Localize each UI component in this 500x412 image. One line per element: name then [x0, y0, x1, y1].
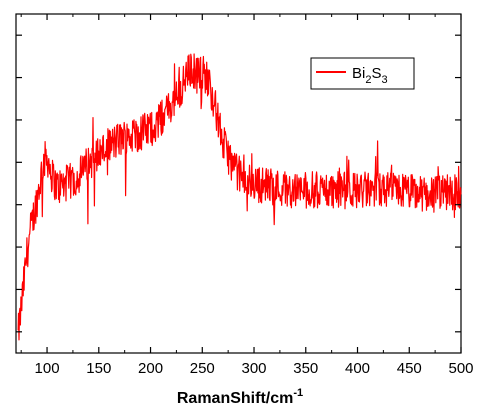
legend-label-sub2: 3 — [381, 74, 387, 86]
x-tick-label-200: 200 — [138, 360, 163, 377]
tick-labels-layer: 100 150 200 250 300 350 400 450 500 — [35, 360, 474, 377]
legend-label-mid: S — [371, 65, 381, 82]
x-axis-title: RamanShift/cm-1 — [177, 387, 303, 407]
x-tick-label-350: 350 — [293, 360, 318, 377]
legend: Bi2S3 — [310, 57, 415, 90]
legend-label-main: Bi — [352, 65, 365, 82]
legend-box — [310, 57, 415, 90]
x-tick-label-150: 150 — [86, 360, 111, 377]
x-axis-title-main: RamanShift/cm — [177, 390, 293, 407]
series-line-bi2s3 — [17, 53, 462, 341]
x-axis-title-superscript: -1 — [293, 387, 303, 399]
x-tick-label-100: 100 — [35, 360, 60, 377]
x-tick-label-300: 300 — [242, 360, 267, 377]
legend-label: Bi2S3 — [352, 65, 388, 86]
plot-area — [15, 13, 462, 354]
ticks-layer — [16, 14, 462, 353]
plot-frame — [15, 13, 462, 354]
x-tick-label-250: 250 — [190, 360, 215, 377]
series-layer — [17, 53, 462, 341]
x-tick-label-450: 450 — [397, 360, 422, 377]
x-tick-label-500: 500 — [448, 360, 473, 377]
x-tick-label-400: 400 — [345, 360, 370, 377]
legend-label-sub1: 2 — [365, 74, 371, 86]
